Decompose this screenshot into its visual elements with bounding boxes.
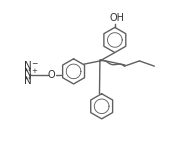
Text: OH: OH [110,13,125,23]
Text: N: N [24,76,31,86]
Text: N: N [24,61,31,71]
Text: −: − [31,59,38,68]
Text: N: N [24,68,31,78]
Text: O: O [48,70,56,80]
Text: +: + [31,68,37,74]
